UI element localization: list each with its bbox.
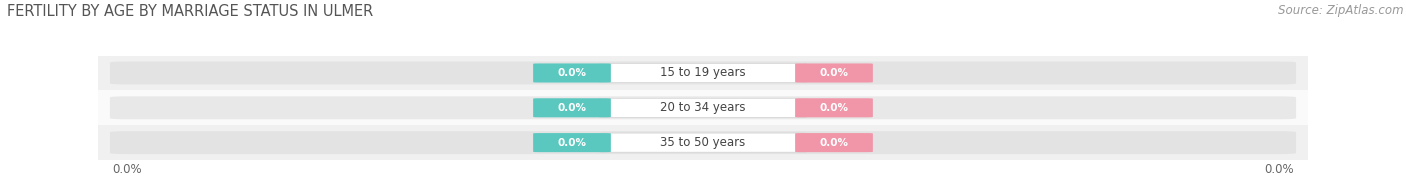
- FancyBboxPatch shape: [533, 133, 610, 152]
- Text: 20 to 34 years: 20 to 34 years: [661, 101, 745, 114]
- Text: 35 to 50 years: 35 to 50 years: [661, 136, 745, 149]
- Text: Source: ZipAtlas.com: Source: ZipAtlas.com: [1278, 4, 1403, 17]
- Text: 0.0%: 0.0%: [820, 103, 848, 113]
- FancyBboxPatch shape: [533, 98, 610, 117]
- Text: FERTILITY BY AGE BY MARRIAGE STATUS IN ULMER: FERTILITY BY AGE BY MARRIAGE STATUS IN U…: [7, 4, 373, 19]
- FancyBboxPatch shape: [796, 133, 873, 152]
- FancyBboxPatch shape: [796, 98, 873, 117]
- FancyBboxPatch shape: [796, 64, 873, 83]
- FancyBboxPatch shape: [110, 62, 1296, 84]
- FancyBboxPatch shape: [599, 64, 807, 83]
- Bar: [98, 125, 1308, 160]
- FancyBboxPatch shape: [533, 64, 610, 83]
- Text: 0.0%: 0.0%: [558, 68, 586, 78]
- Text: 0.0%: 0.0%: [820, 68, 848, 78]
- Bar: [98, 90, 1308, 125]
- Bar: [98, 56, 1308, 90]
- Text: 0.0%: 0.0%: [820, 138, 848, 148]
- FancyBboxPatch shape: [599, 133, 807, 152]
- Text: 15 to 19 years: 15 to 19 years: [661, 66, 745, 80]
- FancyBboxPatch shape: [110, 96, 1296, 119]
- FancyBboxPatch shape: [110, 131, 1296, 154]
- FancyBboxPatch shape: [599, 98, 807, 117]
- Text: 0.0%: 0.0%: [558, 138, 586, 148]
- Text: 0.0%: 0.0%: [558, 103, 586, 113]
